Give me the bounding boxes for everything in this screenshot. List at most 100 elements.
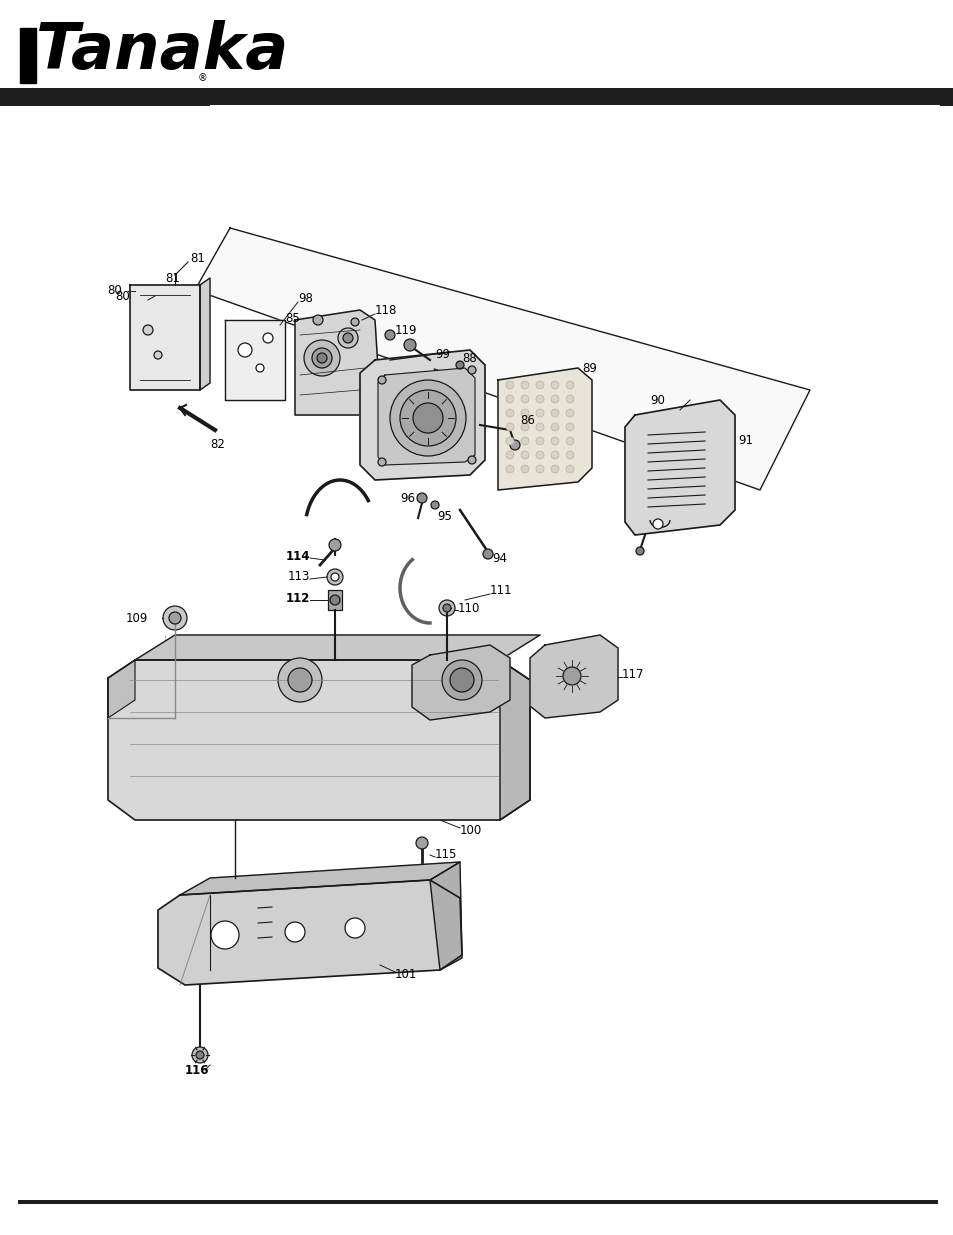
Circle shape xyxy=(551,466,558,473)
Text: 111: 111 xyxy=(490,583,512,597)
Circle shape xyxy=(237,343,252,357)
Bar xyxy=(0,0,953,25)
Circle shape xyxy=(520,424,529,431)
Polygon shape xyxy=(294,310,379,415)
Text: 80: 80 xyxy=(115,289,130,303)
Circle shape xyxy=(416,493,427,503)
Circle shape xyxy=(192,1047,208,1063)
Text: 81: 81 xyxy=(165,272,180,284)
Text: 119: 119 xyxy=(395,324,417,336)
Text: 82: 82 xyxy=(210,438,225,452)
Bar xyxy=(18,1200,937,1204)
Circle shape xyxy=(285,923,305,942)
Circle shape xyxy=(390,380,465,456)
Circle shape xyxy=(536,466,543,473)
Circle shape xyxy=(385,330,395,340)
Text: 115: 115 xyxy=(435,848,456,862)
Polygon shape xyxy=(130,285,200,390)
Circle shape xyxy=(652,519,662,529)
Text: 88: 88 xyxy=(461,352,476,364)
Polygon shape xyxy=(430,862,461,969)
Polygon shape xyxy=(359,350,484,480)
Text: 118: 118 xyxy=(375,304,397,316)
Circle shape xyxy=(562,667,580,685)
Circle shape xyxy=(377,375,386,384)
Circle shape xyxy=(565,451,574,459)
Circle shape xyxy=(169,613,181,624)
Circle shape xyxy=(505,437,514,445)
Text: 81: 81 xyxy=(190,252,205,264)
Text: ®: ® xyxy=(198,73,208,83)
Bar xyxy=(0,88,953,106)
Circle shape xyxy=(442,604,451,613)
Text: 94: 94 xyxy=(492,552,506,564)
Text: 113: 113 xyxy=(287,571,310,583)
Circle shape xyxy=(377,458,386,466)
Circle shape xyxy=(505,382,514,389)
Bar xyxy=(210,105,939,119)
Text: Tanaka: Tanaka xyxy=(36,20,289,82)
Circle shape xyxy=(331,573,338,580)
Text: 114: 114 xyxy=(285,550,310,562)
Circle shape xyxy=(312,348,332,368)
Polygon shape xyxy=(180,862,459,895)
Text: 117: 117 xyxy=(621,668,644,682)
Text: 110: 110 xyxy=(457,601,480,615)
Circle shape xyxy=(565,409,574,417)
Circle shape xyxy=(456,361,463,369)
Circle shape xyxy=(636,547,643,555)
Circle shape xyxy=(330,595,339,605)
Circle shape xyxy=(468,366,476,374)
Circle shape xyxy=(551,437,558,445)
Text: 86: 86 xyxy=(519,414,535,426)
Circle shape xyxy=(565,466,574,473)
Circle shape xyxy=(520,409,529,417)
Polygon shape xyxy=(194,228,809,490)
Circle shape xyxy=(468,456,476,464)
Circle shape xyxy=(153,351,162,359)
Circle shape xyxy=(304,340,339,375)
Polygon shape xyxy=(108,659,135,718)
Circle shape xyxy=(438,600,455,616)
Circle shape xyxy=(536,437,543,445)
Text: 91: 91 xyxy=(738,433,752,447)
Circle shape xyxy=(520,437,529,445)
Circle shape xyxy=(505,451,514,459)
Circle shape xyxy=(536,382,543,389)
Circle shape xyxy=(337,329,357,348)
Text: 95: 95 xyxy=(436,510,452,522)
Text: 101: 101 xyxy=(395,968,416,982)
Circle shape xyxy=(195,1051,204,1058)
Circle shape xyxy=(565,437,574,445)
Circle shape xyxy=(277,658,322,701)
Bar xyxy=(328,590,341,610)
Polygon shape xyxy=(377,368,475,466)
Circle shape xyxy=(343,333,353,343)
Circle shape xyxy=(211,921,239,948)
Text: 112: 112 xyxy=(285,592,310,604)
Text: 89: 89 xyxy=(581,362,597,374)
Text: 96: 96 xyxy=(399,492,415,505)
Circle shape xyxy=(551,409,558,417)
Circle shape xyxy=(505,466,514,473)
Circle shape xyxy=(551,451,558,459)
Circle shape xyxy=(536,395,543,403)
Circle shape xyxy=(329,538,340,551)
Polygon shape xyxy=(530,635,618,718)
Circle shape xyxy=(565,382,574,389)
Circle shape xyxy=(551,395,558,403)
Polygon shape xyxy=(624,400,734,535)
Circle shape xyxy=(313,315,323,325)
Circle shape xyxy=(520,451,529,459)
Polygon shape xyxy=(497,368,592,490)
Circle shape xyxy=(327,569,343,585)
Circle shape xyxy=(520,395,529,403)
Circle shape xyxy=(403,338,416,351)
Text: 98: 98 xyxy=(297,291,313,305)
Text: 109: 109 xyxy=(126,611,148,625)
Text: 116: 116 xyxy=(185,1063,210,1077)
Circle shape xyxy=(163,606,187,630)
Circle shape xyxy=(316,353,327,363)
Circle shape xyxy=(565,424,574,431)
Circle shape xyxy=(288,668,312,692)
